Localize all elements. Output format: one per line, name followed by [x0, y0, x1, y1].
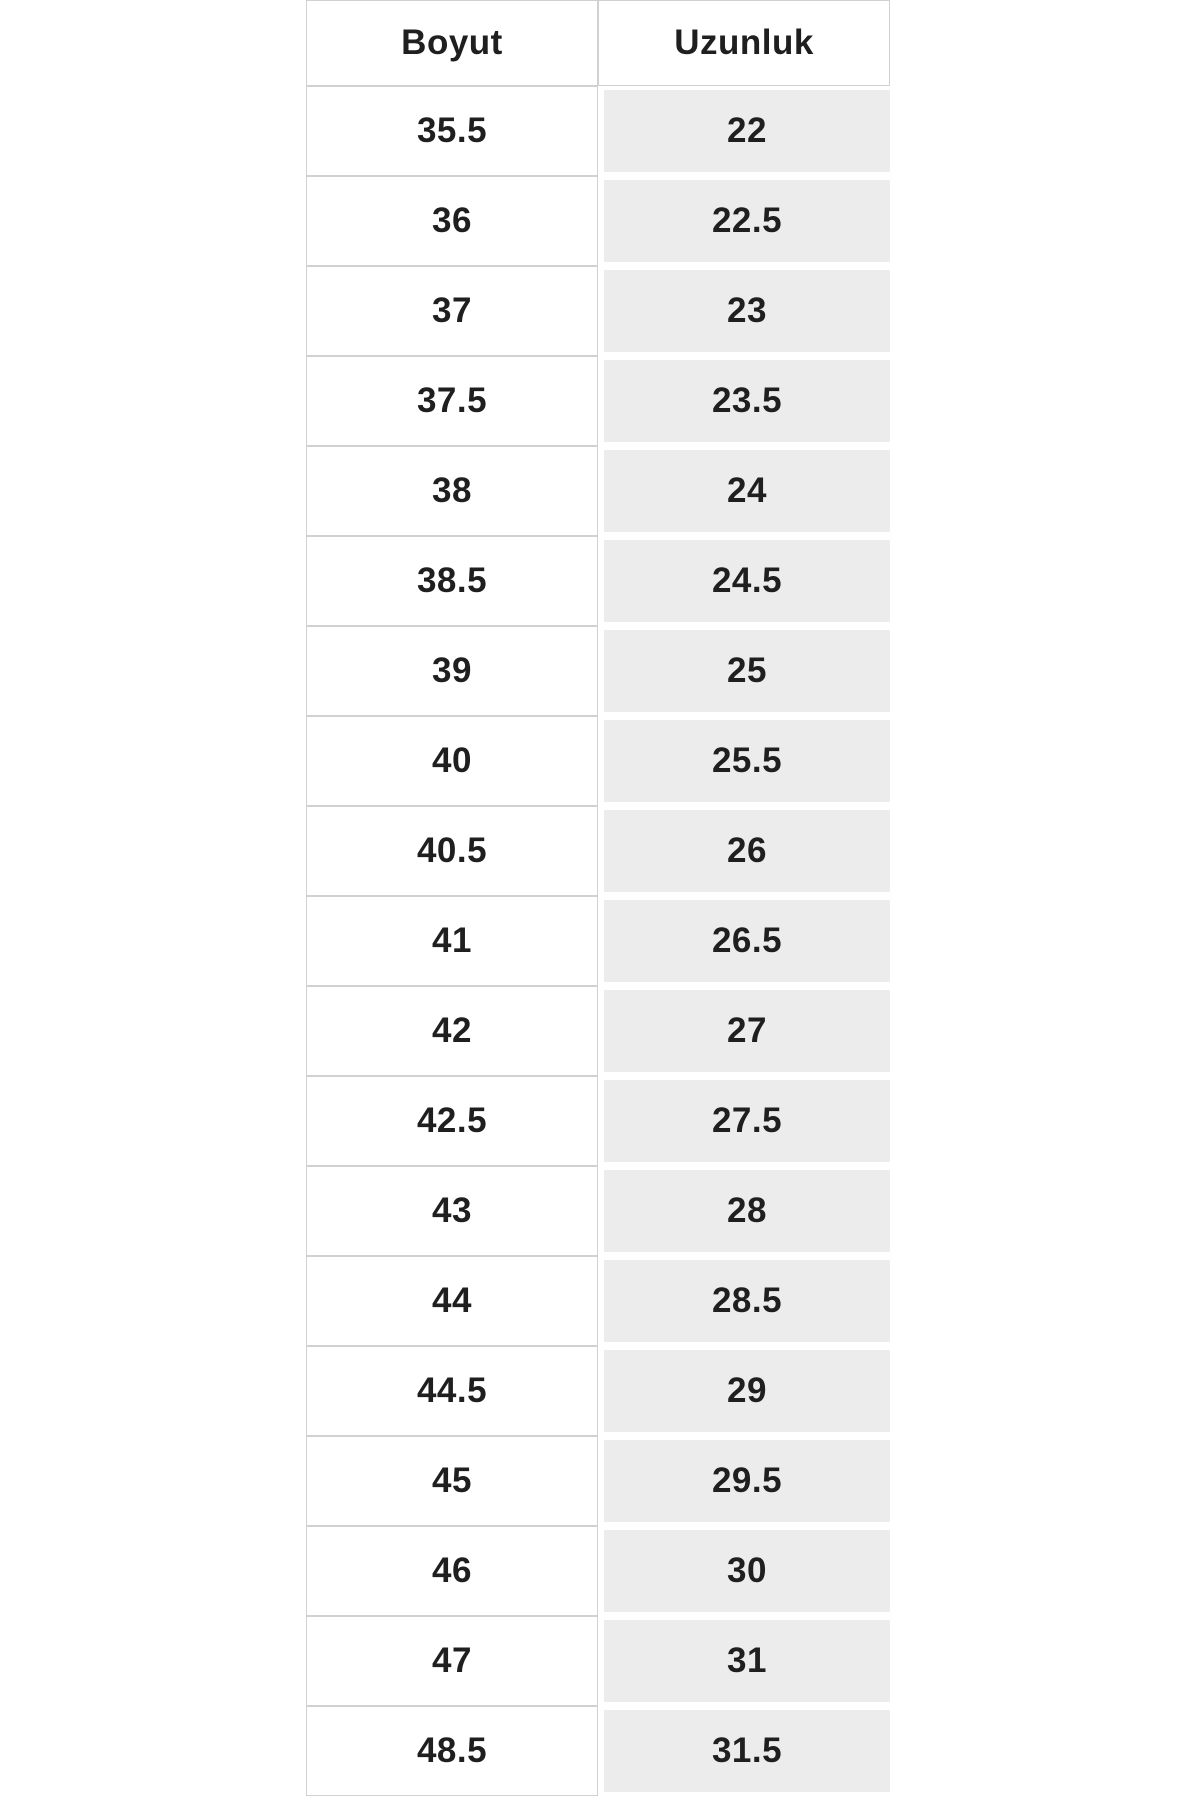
- table-row: 37.5 23.5: [306, 356, 890, 446]
- table-row: 45 29.5: [306, 1436, 890, 1526]
- length-cell: 29: [598, 1346, 890, 1436]
- size-cell: 44: [306, 1256, 598, 1346]
- size-cell: 47: [306, 1616, 598, 1706]
- table-row: 43 28: [306, 1166, 890, 1256]
- length-cell: 23: [598, 266, 890, 356]
- table-row: 42.5 27.5: [306, 1076, 890, 1166]
- table-row: 46 30: [306, 1526, 890, 1616]
- table-row: 36 22.5: [306, 176, 890, 266]
- table-row: 37 23: [306, 266, 890, 356]
- table-row: 41 26.5: [306, 896, 890, 986]
- table-row: 38.5 24.5: [306, 536, 890, 626]
- size-cell: 45: [306, 1436, 598, 1526]
- table-row: 44 28.5: [306, 1256, 890, 1346]
- size-cell: 35.5: [306, 86, 598, 176]
- length-cell: 24.5: [598, 536, 890, 626]
- length-cell: 25: [598, 626, 890, 716]
- size-cell: 37.5: [306, 356, 598, 446]
- size-cell: 42: [306, 986, 598, 1076]
- size-cell: 46: [306, 1526, 598, 1616]
- size-chart-table: Boyut Uzunluk 35.5 22 36 22.5 37 23 37.5 23.5 38…: [306, 0, 890, 1796]
- length-cell: 23.5: [598, 356, 890, 446]
- length-cell: 25.5: [598, 716, 890, 806]
- length-cell: 27: [598, 986, 890, 1076]
- table-row: 40.5 26: [306, 806, 890, 896]
- table-row: 35.5 22: [306, 86, 890, 176]
- table-row: 38 24: [306, 446, 890, 536]
- length-cell: 31.5: [598, 1706, 890, 1796]
- table-row: 39 25: [306, 626, 890, 716]
- size-cell: 41: [306, 896, 598, 986]
- column-header-length: Uzunluk: [598, 0, 890, 86]
- length-cell: 31: [598, 1616, 890, 1706]
- size-cell: 42.5: [306, 1076, 598, 1166]
- size-cell: 37: [306, 266, 598, 356]
- size-cell: 40: [306, 716, 598, 806]
- length-cell: 22: [598, 86, 890, 176]
- table-row: 42 27: [306, 986, 890, 1076]
- length-cell: 29.5: [598, 1436, 890, 1526]
- size-cell: 48.5: [306, 1706, 598, 1796]
- size-cell: 36: [306, 176, 598, 266]
- length-cell: 26.5: [598, 896, 890, 986]
- size-cell: 38.5: [306, 536, 598, 626]
- size-cell: 39: [306, 626, 598, 716]
- length-cell: 30: [598, 1526, 890, 1616]
- table-body: 35.5 22 36 22.5 37 23 37.5 23.5 38 24 38.5 24.5 39 25…: [306, 86, 890, 1796]
- column-header-size: Boyut: [306, 0, 598, 86]
- size-cell: 40.5: [306, 806, 598, 896]
- length-cell: 22.5: [598, 176, 890, 266]
- table-row: 40 25.5: [306, 716, 890, 806]
- header-row: Boyut Uzunluk: [306, 0, 890, 86]
- length-cell: 28.5: [598, 1256, 890, 1346]
- table-row: 47 31: [306, 1616, 890, 1706]
- size-cell: 44.5: [306, 1346, 598, 1436]
- length-cell: 28: [598, 1166, 890, 1256]
- size-cell: 43: [306, 1166, 598, 1256]
- size-cell: 38: [306, 446, 598, 536]
- table-header: Boyut Uzunluk: [306, 0, 890, 86]
- length-cell: 24: [598, 446, 890, 536]
- table-row: 48.5 31.5: [306, 1706, 890, 1796]
- table-row: 44.5 29: [306, 1346, 890, 1436]
- length-cell: 27.5: [598, 1076, 890, 1166]
- length-cell: 26: [598, 806, 890, 896]
